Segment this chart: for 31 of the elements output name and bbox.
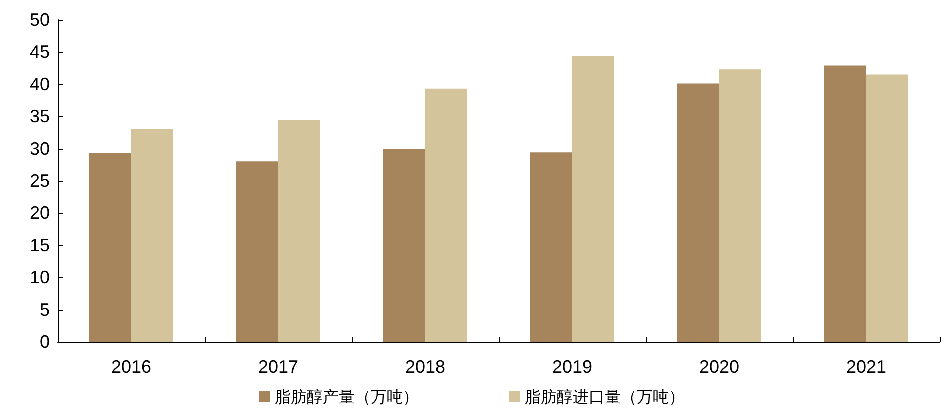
y-tick-label: 10 [30, 268, 50, 288]
bar [530, 152, 572, 342]
x-tick-label: 2019 [552, 357, 593, 377]
x-tick-label: 2016 [111, 357, 152, 377]
bar [278, 120, 320, 342]
bar [720, 70, 762, 342]
bar [384, 149, 426, 342]
y-tick-label: 50 [30, 10, 50, 30]
x-tick-label: 2020 [699, 357, 740, 377]
bar [426, 88, 468, 342]
bar [90, 153, 132, 342]
y-tick-label: 5 [40, 300, 50, 320]
bar [132, 129, 174, 342]
bar [866, 74, 908, 342]
y-tick-label: 30 [30, 138, 50, 159]
legend-label: 脂肪醇进口量（万吨） [525, 388, 685, 406]
bar [572, 56, 614, 342]
y-tick-label: 45 [30, 42, 50, 62]
y-tick-label: 20 [30, 203, 50, 224]
legend-label: 脂肪醇产量（万吨） [275, 388, 419, 406]
x-tick-label: 2017 [258, 357, 299, 377]
bar [236, 162, 278, 342]
y-tick-label: 35 [30, 106, 50, 127]
y-tick-label: 0 [40, 332, 50, 352]
x-tick-label: 2018 [405, 357, 446, 377]
y-tick-label: 40 [30, 74, 50, 94]
bar [678, 84, 720, 342]
x-tick-label: 2021 [846, 357, 887, 377]
y-tick-label: 25 [30, 171, 50, 191]
bar [824, 66, 866, 342]
y-tick-label: 15 [30, 235, 50, 256]
